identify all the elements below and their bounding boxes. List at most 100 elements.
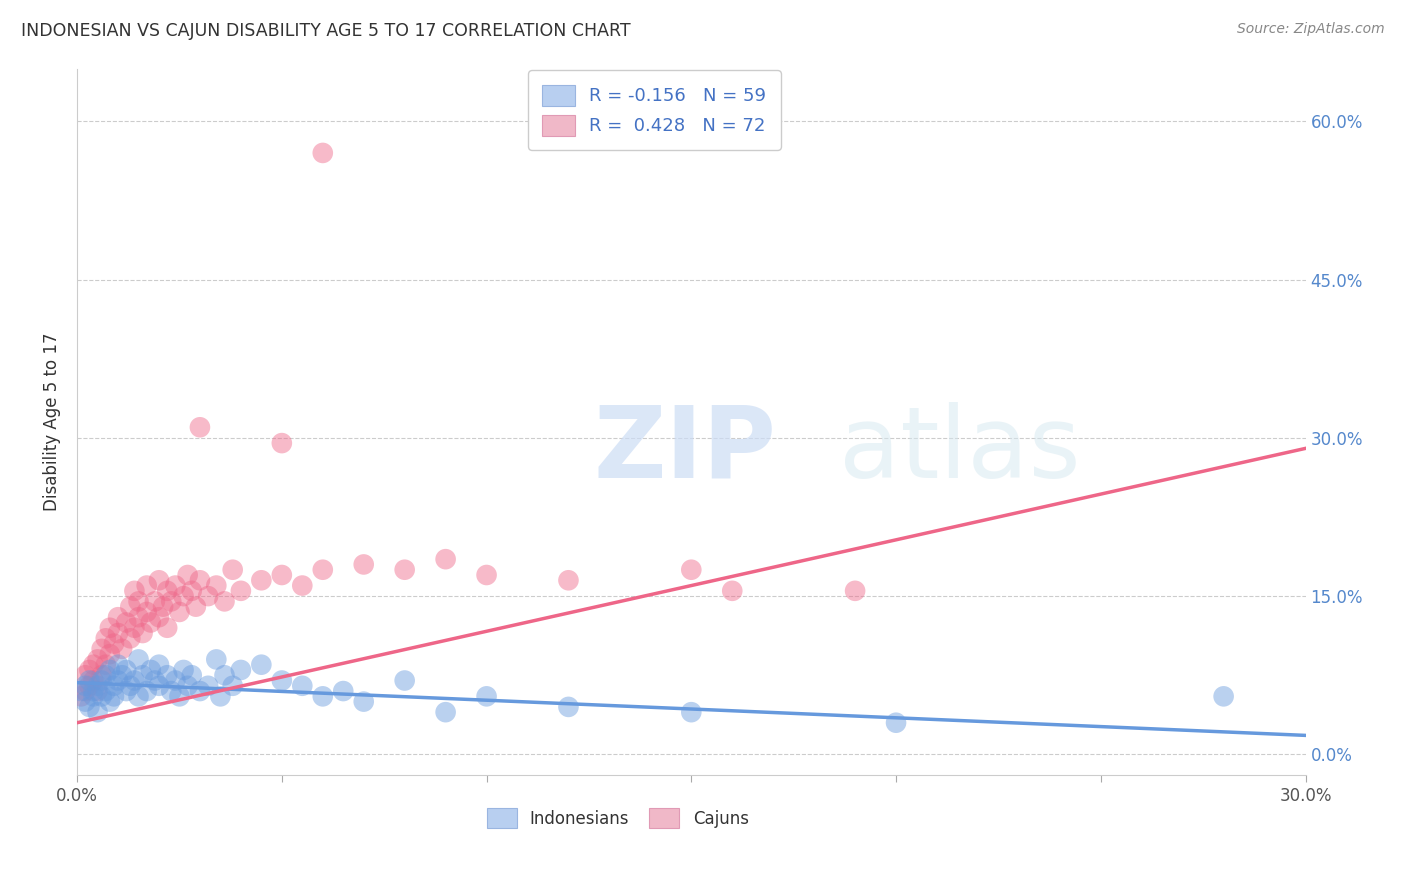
Point bbox=[229, 583, 252, 598]
Point bbox=[128, 594, 150, 608]
Point bbox=[250, 574, 273, 588]
Point bbox=[214, 668, 236, 682]
Point bbox=[82, 684, 104, 698]
Point bbox=[103, 690, 125, 704]
Point bbox=[173, 589, 195, 603]
Point bbox=[79, 699, 101, 714]
Point bbox=[86, 679, 108, 693]
Point bbox=[98, 663, 121, 677]
Point bbox=[120, 599, 142, 614]
Point bbox=[70, 684, 93, 698]
Point bbox=[79, 679, 101, 693]
Point bbox=[94, 668, 117, 682]
Point bbox=[270, 436, 292, 450]
Point bbox=[75, 695, 97, 709]
Point bbox=[143, 673, 166, 688]
Point bbox=[143, 594, 166, 608]
Point bbox=[165, 578, 187, 592]
Point bbox=[250, 657, 273, 672]
Point bbox=[120, 632, 142, 646]
Point bbox=[98, 621, 121, 635]
Point bbox=[681, 563, 703, 577]
Point bbox=[128, 652, 150, 666]
Point bbox=[94, 657, 117, 672]
Point bbox=[148, 679, 170, 693]
Point bbox=[148, 657, 170, 672]
Point bbox=[353, 558, 375, 572]
Point bbox=[86, 652, 108, 666]
Point bbox=[188, 574, 211, 588]
Point bbox=[221, 679, 243, 693]
Point bbox=[884, 715, 907, 730]
Point bbox=[128, 690, 150, 704]
Point bbox=[124, 583, 146, 598]
Point bbox=[180, 583, 202, 598]
Point bbox=[86, 684, 108, 698]
Point bbox=[844, 583, 866, 598]
Point bbox=[148, 610, 170, 624]
Point bbox=[681, 705, 703, 719]
Point bbox=[394, 563, 416, 577]
Point bbox=[75, 679, 97, 693]
Point bbox=[82, 690, 104, 704]
Point bbox=[176, 568, 198, 582]
Point bbox=[94, 684, 117, 698]
Point bbox=[98, 647, 121, 661]
Point bbox=[98, 695, 121, 709]
Point bbox=[197, 679, 219, 693]
Y-axis label: Disability Age 5 to 17: Disability Age 5 to 17 bbox=[44, 333, 60, 511]
Point bbox=[111, 641, 134, 656]
Point bbox=[107, 610, 129, 624]
Point bbox=[90, 668, 112, 682]
Point bbox=[79, 673, 101, 688]
Point bbox=[557, 699, 579, 714]
Point bbox=[124, 673, 146, 688]
Point bbox=[475, 690, 498, 704]
Point bbox=[128, 610, 150, 624]
Point bbox=[165, 673, 187, 688]
Point bbox=[75, 684, 97, 698]
Point bbox=[131, 626, 153, 640]
Point bbox=[90, 641, 112, 656]
Point bbox=[394, 673, 416, 688]
Point bbox=[135, 605, 157, 619]
Point bbox=[184, 599, 207, 614]
Point bbox=[156, 621, 179, 635]
Legend: Indonesians, Cajuns: Indonesians, Cajuns bbox=[479, 802, 755, 834]
Point bbox=[197, 589, 219, 603]
Point bbox=[214, 594, 236, 608]
Point bbox=[148, 574, 170, 588]
Point bbox=[90, 690, 112, 704]
Point bbox=[434, 705, 457, 719]
Point bbox=[107, 657, 129, 672]
Point bbox=[1212, 690, 1234, 704]
Point bbox=[176, 679, 198, 693]
Point bbox=[312, 145, 335, 160]
Point bbox=[169, 605, 191, 619]
Point bbox=[475, 568, 498, 582]
Point bbox=[82, 657, 104, 672]
Point bbox=[188, 684, 211, 698]
Text: ZIP: ZIP bbox=[593, 401, 776, 499]
Point bbox=[173, 663, 195, 677]
Point bbox=[205, 578, 228, 592]
Point bbox=[135, 684, 157, 698]
Point bbox=[160, 684, 183, 698]
Point bbox=[209, 690, 232, 704]
Point bbox=[721, 583, 744, 598]
Point bbox=[103, 679, 125, 693]
Point bbox=[82, 673, 104, 688]
Point bbox=[75, 668, 97, 682]
Point bbox=[139, 663, 162, 677]
Point bbox=[205, 652, 228, 666]
Point bbox=[120, 679, 142, 693]
Point bbox=[131, 668, 153, 682]
Point bbox=[156, 668, 179, 682]
Point bbox=[107, 626, 129, 640]
Point bbox=[111, 668, 134, 682]
Point bbox=[221, 563, 243, 577]
Point bbox=[115, 684, 138, 698]
Point bbox=[270, 673, 292, 688]
Point bbox=[291, 578, 314, 592]
Point bbox=[139, 615, 162, 630]
